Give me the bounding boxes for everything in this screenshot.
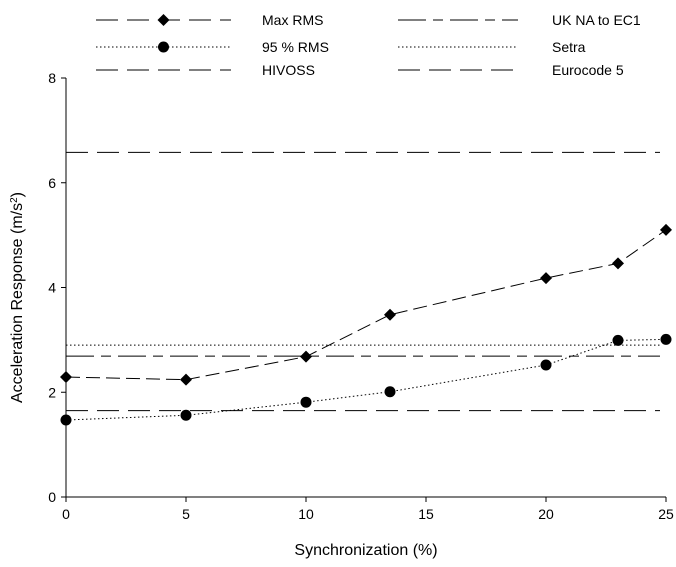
legend-marker-max-rms [157,14,170,26]
series-max-rms [60,223,672,386]
legend: Max RMS 95 % RMS HIVOSS UK NA to EC1 Setra Eu… [96,12,641,78]
y-tick-label: 6 [48,175,56,191]
data-point [300,350,312,363]
legend-item-uk-na-to-ec1: UK NA to EC1 [398,12,641,28]
x-tick-label: 15 [418,506,434,522]
data-point [180,409,192,421]
x-tick-label: 20 [538,506,554,522]
data-point [384,308,396,321]
legend-label-95-rms: 95 % RMS [262,39,329,55]
data-point [300,396,312,408]
legend-item-95-rms: 95 % RMS [96,39,329,55]
axis-ticks: 0 5 10 15 20 25 0 2 4 6 8 [48,70,674,522]
legend-item-hivoss: HIVOSS [96,62,315,78]
legend-item-setra: Setra [398,39,586,55]
data-point [612,257,624,270]
y-tick-label: 0 [48,489,56,505]
series-line-95-rms [65,338,667,421]
legend-marker-95-rms [158,41,169,53]
y-axis-title-superscript: 2 [9,197,20,203]
legend-item-eurocode-5: Eurocode 5 [398,62,624,78]
legend-label-eurocode-5: Eurocode 5 [552,62,624,78]
plot-area: 0 5 10 15 20 25 0 2 4 6 8 [48,70,674,522]
x-tick-label: 10 [298,506,314,522]
series-line-max-rms [65,229,667,381]
data-point [540,272,552,285]
x-axis-title: Synchronization (%) [294,542,437,559]
y-axis-title-close: ) [9,192,26,197]
y-tick-label: 2 [48,384,56,400]
y-axis-title: Acceleration Response (m/s2) [9,192,27,403]
series-95-rms [60,333,672,426]
y-axis-title-main: Acceleration Response (m/s [9,203,26,403]
data-point [60,371,72,384]
reference-lines [66,151,660,412]
data-point [660,223,672,236]
legend-item-max-rms: Max RMS [96,12,323,28]
series-group [60,223,672,426]
data-point [612,334,624,346]
legend-label-setra: Setra [552,39,586,55]
x-tick-label: 0 [62,506,70,522]
data-point [60,414,72,426]
data-point [540,359,552,371]
legend-label-max-rms: Max RMS [262,12,323,28]
legend-label-uk-na-to-ec1: UK NA to EC1 [552,12,641,28]
y-tick-label: 8 [48,70,56,86]
legend-label-hivoss: HIVOSS [262,62,315,78]
x-tick-label: 25 [658,506,674,522]
y-tick-label: 4 [48,280,56,296]
data-point [384,386,396,398]
x-tick-label: 5 [182,506,190,522]
data-point [660,333,672,345]
data-point [180,373,192,386]
